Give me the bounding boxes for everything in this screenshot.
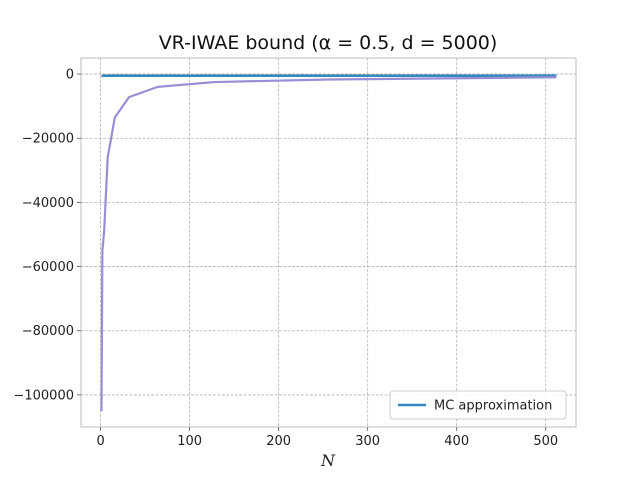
- legend-label: MC approximation: [434, 399, 552, 414]
- axes-frame: [80, 57, 577, 428]
- y-tick-label: 0: [66, 68, 74, 83]
- plot-area: 0 100 200 300 400 500 0 −20000 −40000 −60000 −8000…: [13, 57, 577, 449]
- x-tick-label: 500: [533, 434, 558, 449]
- legend: MC approximation: [389, 390, 567, 420]
- x-tick-label: 300: [355, 434, 380, 449]
- x-tick-label: 0: [96, 434, 104, 449]
- y-tick-label: −100000: [13, 388, 74, 403]
- y-tick-label: −20000: [22, 132, 74, 147]
- x-tick-label: 200: [266, 434, 291, 449]
- series-line-2: [100, 76, 557, 411]
- y-tick-label: −80000: [22, 324, 74, 339]
- x-axis-label: N: [320, 451, 336, 470]
- x-tick-label: 400: [444, 434, 469, 449]
- x-tick-label: 100: [177, 434, 202, 449]
- y-tick-label: −40000: [22, 196, 74, 211]
- chart-title: VR-IWAE bound (α = 0.5, d = 5000): [159, 32, 498, 54]
- legend-box: [389, 390, 567, 420]
- y-tick-label: −60000: [22, 260, 74, 275]
